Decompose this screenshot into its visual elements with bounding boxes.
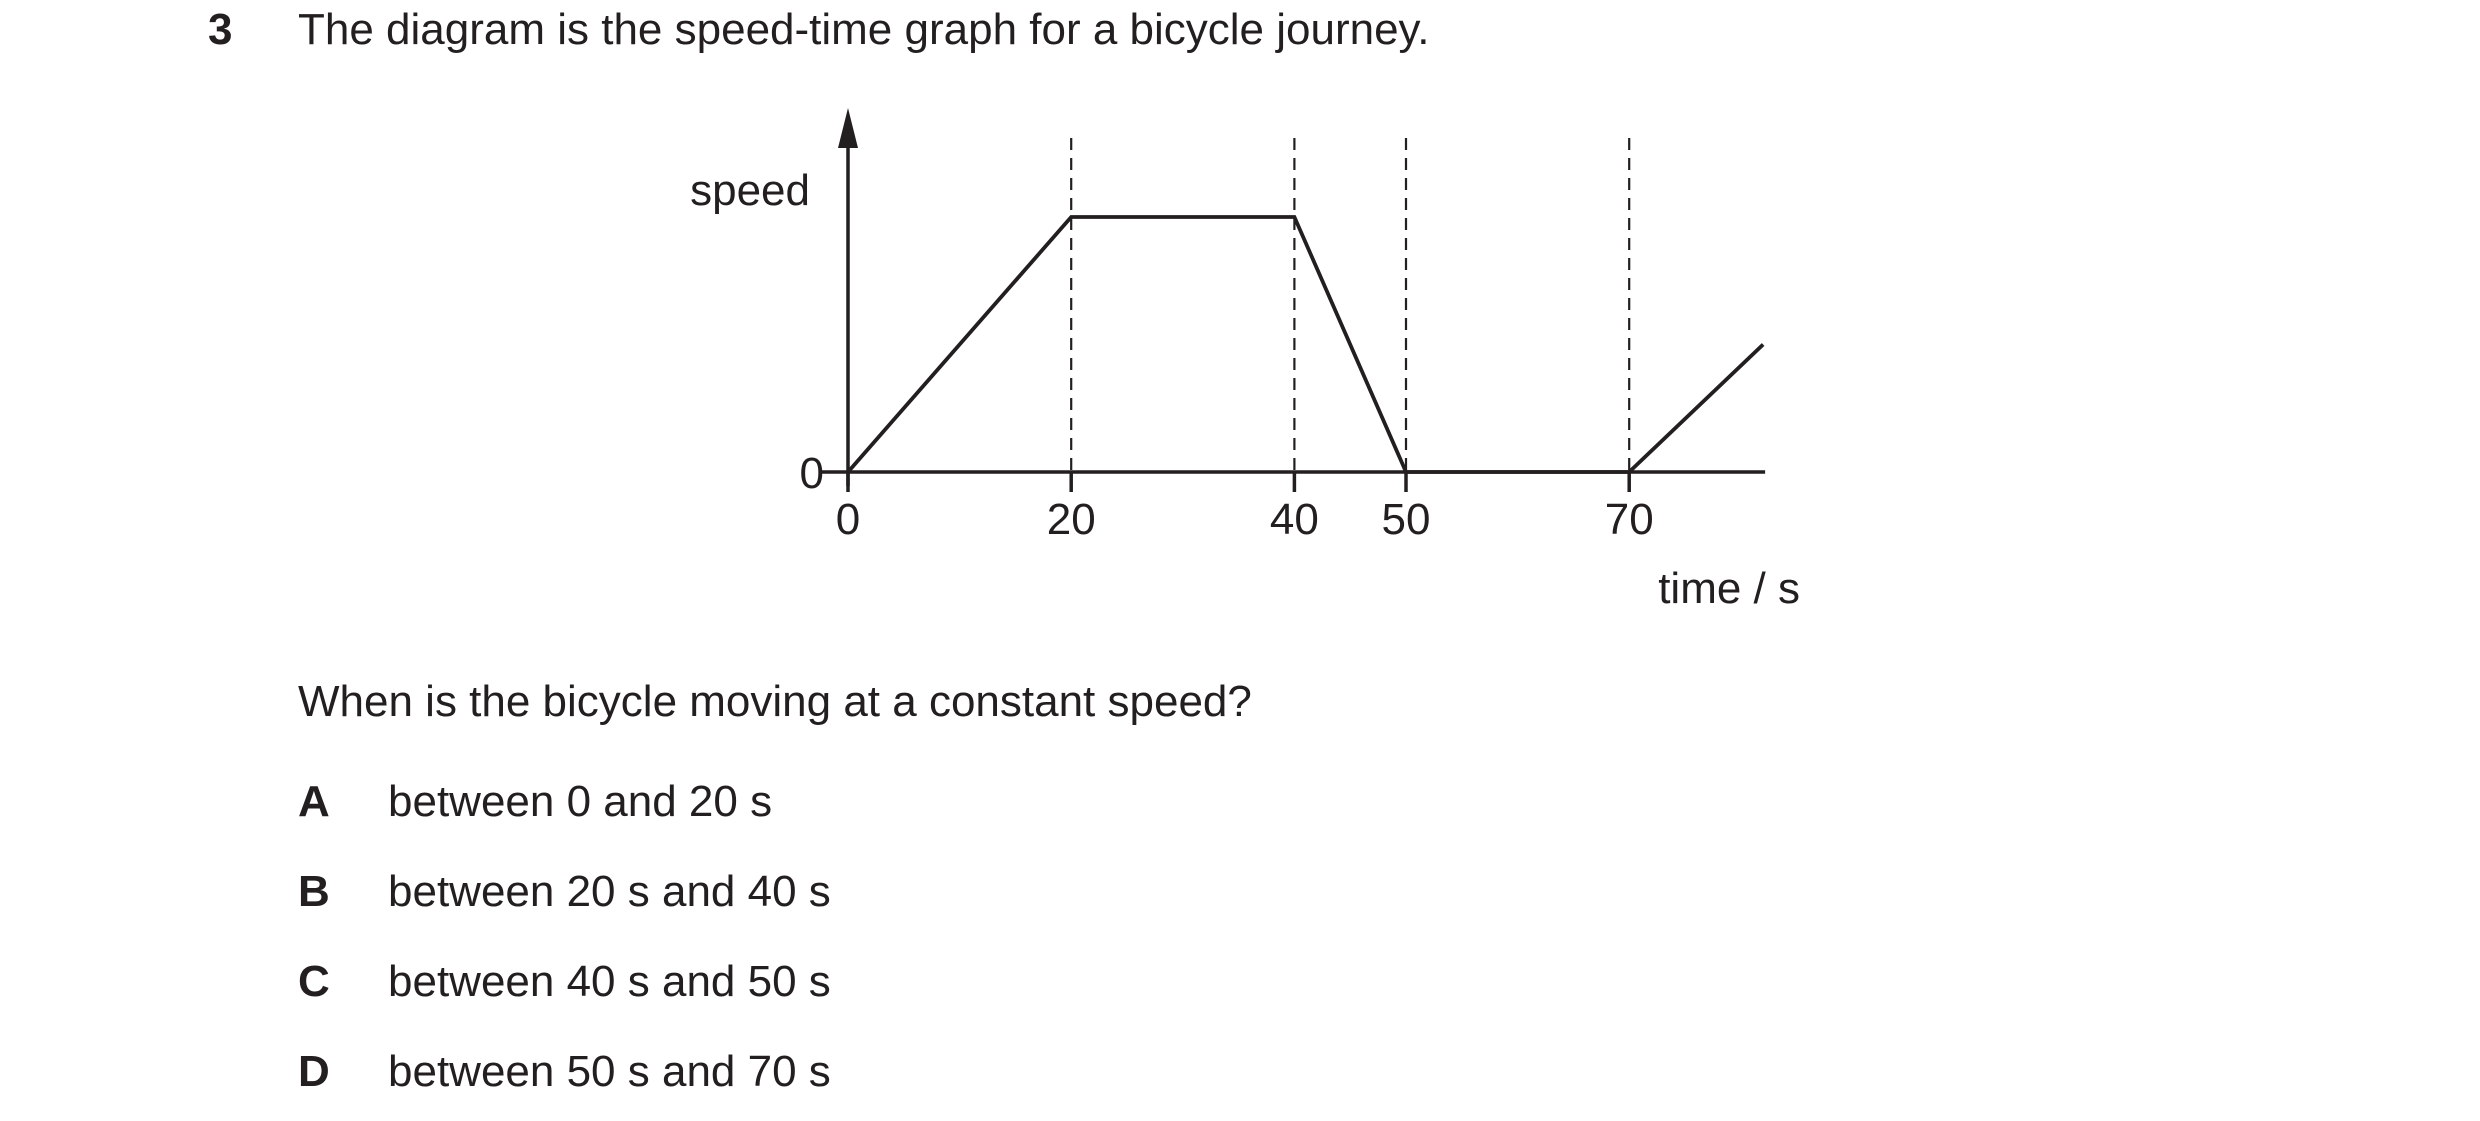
question-prompt: When is the bicycle moving at a constant… [298, 677, 1252, 726]
x-tick-label: 40 [1270, 495, 1319, 544]
option-letter: A [298, 777, 330, 826]
option-letter: C [298, 957, 330, 1006]
x-tick-label: 0 [836, 495, 860, 544]
dashed-guides [1070, 138, 1631, 472]
speed-series-line [846, 215, 1765, 474]
y-axis-arrow-icon [838, 108, 858, 148]
question-text: The diagram is the speed-time graph for … [298, 5, 1430, 54]
x-ticks: 0 20 40 50 70 0 [800, 449, 1654, 544]
option-text: between 50 s and 70 s [388, 1047, 831, 1096]
x-tick-label: 70 [1605, 495, 1654, 544]
option-text: between 20 s and 40 s [388, 867, 831, 916]
y-axis-label: speed [690, 166, 810, 215]
series-group [846, 215, 1765, 474]
speed-time-graph: 0 20 40 50 70 0 speed time / s [690, 108, 1800, 613]
x-tick-label: 20 [1047, 495, 1096, 544]
question-number: 3 [208, 5, 233, 54]
axis-labels: speed time / s [690, 166, 1800, 613]
x-tick-label: 50 [1382, 495, 1431, 544]
option-text: between 40 s and 50 s [388, 957, 831, 1006]
y-tick-label: 0 [800, 449, 824, 498]
option-text: between 0 and 20 s [388, 777, 773, 826]
option-letter: B [298, 867, 330, 916]
option-letter: D [298, 1047, 330, 1096]
x-axis-label: time / s [1658, 564, 1800, 613]
